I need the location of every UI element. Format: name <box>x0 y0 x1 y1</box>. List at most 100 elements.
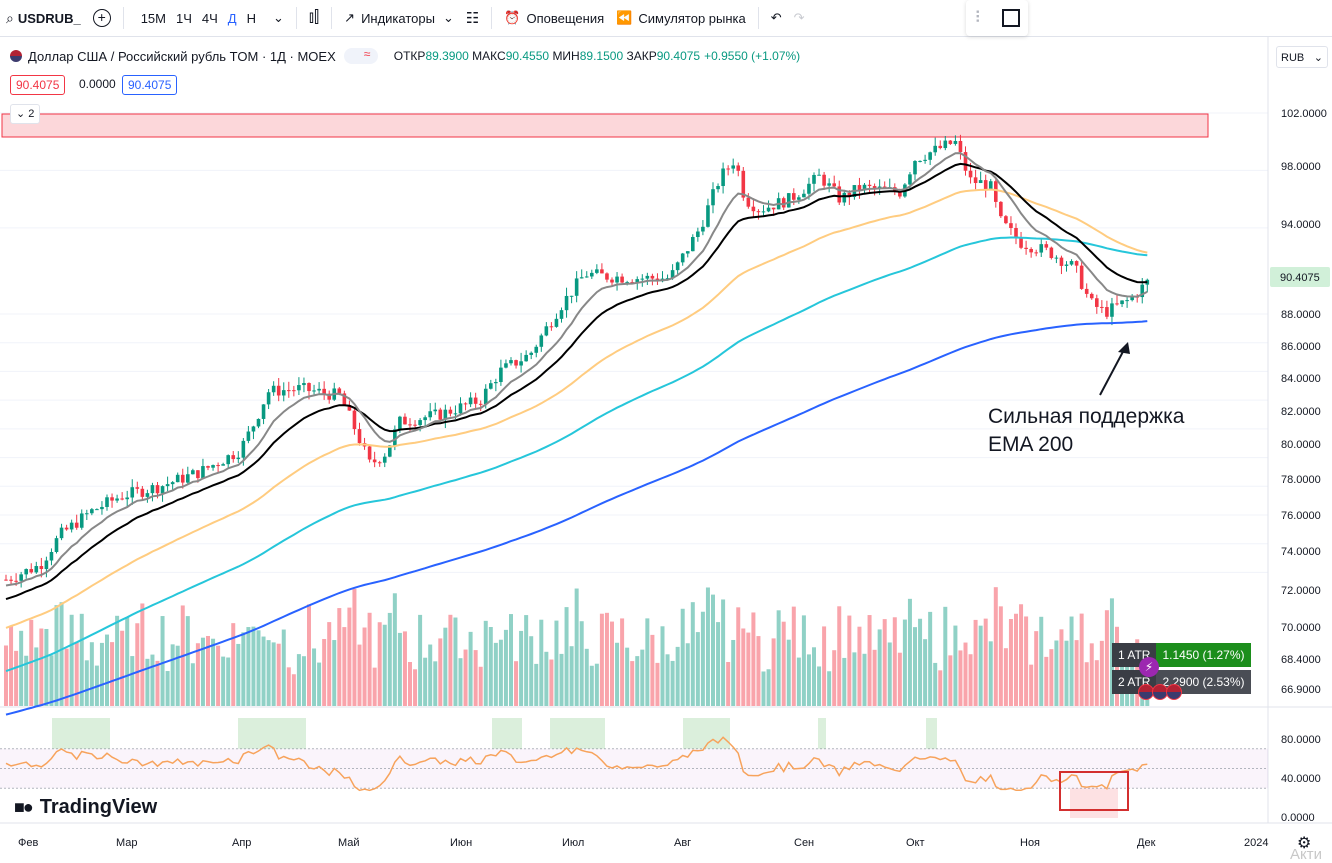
candle-body <box>918 160 922 162</box>
candle-body <box>281 390 286 396</box>
symbol-title[interactable]: Доллар США / Российский рубль TOM · 1Д ·… <box>28 48 336 64</box>
candle-body <box>569 295 574 297</box>
volume-bar <box>317 662 322 706</box>
volume-bar <box>705 587 710 706</box>
volume-bar <box>130 656 135 706</box>
volume-bar <box>655 662 660 706</box>
volume-bar <box>120 630 125 706</box>
replay-button[interactable]: ⏪ Симулятор рынка <box>610 0 752 36</box>
indicators-button[interactable]: ↗ Индикаторы ⌄ <box>338 0 460 36</box>
timeframe-0[interactable]: 15М <box>140 10 166 26</box>
settings-icon[interactable]: ⚙ <box>1297 835 1312 852</box>
rsi-overbought-zone <box>818 718 826 749</box>
candle-body <box>595 269 599 273</box>
volume-bar <box>155 660 160 706</box>
last-price-label: 90.4075 <box>1280 272 1320 284</box>
time-axis-label: Окт <box>906 837 925 849</box>
volume-bar <box>711 594 715 706</box>
volume-bar <box>519 630 524 706</box>
currency-label: RUB <box>1281 52 1305 64</box>
lightning-icon[interactable]: ⚡ <box>1139 657 1159 677</box>
change-value: +0.9550 (+1.07%) <box>704 49 801 63</box>
price-axis-label: 72.0000 <box>1281 585 1321 597</box>
candle-body <box>100 506 104 510</box>
tv-logo-icon: ■● <box>14 797 34 817</box>
chart-type-button[interactable]: ⫾⫿ <box>303 0 325 36</box>
volume-bar <box>1014 613 1018 706</box>
ema-200-line <box>5 320 1148 716</box>
last-price-tag[interactable] <box>1270 267 1330 287</box>
timeframe-dropdown[interactable]: ⌄ <box>267 0 290 36</box>
timeframe-4[interactable]: Н <box>246 10 256 26</box>
volume-bar <box>923 639 928 706</box>
volume-bar <box>983 618 988 706</box>
event-flag-icon[interactable] <box>1166 684 1182 700</box>
candle-body <box>862 184 867 191</box>
ema-20-line <box>5 162 1148 601</box>
candle-body <box>958 140 963 153</box>
symbol-search[interactable]: ⌕ USDRUB_ <box>0 0 87 36</box>
volume-bar <box>559 653 564 706</box>
volume-bar <box>367 612 372 706</box>
annotation-text: EMA 200 <box>988 433 1073 456</box>
volume-bar <box>695 632 700 706</box>
candle-body <box>994 181 998 202</box>
highlight-box[interactable] <box>1059 771 1129 811</box>
resistance-zone[interactable] <box>1 113 1209 138</box>
volume-bar <box>564 607 569 706</box>
compare-button[interactable]: + <box>87 0 117 36</box>
volume-bar <box>1104 610 1109 706</box>
candle-body <box>1105 307 1109 317</box>
volume-bar <box>251 626 256 706</box>
timeframe-2[interactable]: 4Ч <box>201 10 218 26</box>
annotation-text: Сильная поддержка <box>988 405 1185 428</box>
candle-body <box>352 410 357 430</box>
undo-button[interactable]: ↶ <box>765 0 788 36</box>
timeframe-3[interactable]: Д <box>227 10 237 26</box>
collapsed-indicators[interactable]: ⌄ 2 <box>10 104 41 124</box>
candle-body <box>1029 248 1033 253</box>
volume-bar <box>867 615 872 706</box>
toggle-icon: ≈ <box>363 47 371 61</box>
candle-body <box>867 184 872 187</box>
candle-body <box>1039 244 1044 253</box>
close-value: 90.4075 <box>656 49 701 63</box>
candle-body <box>302 383 306 386</box>
candle-body <box>1089 293 1094 299</box>
candle-body <box>180 474 185 483</box>
rectangle-tool-icon[interactable] <box>1001 9 1020 27</box>
timeframe-1[interactable]: 1Ч <box>175 10 192 26</box>
alerts-button[interactable]: ⏰ Оповещения <box>498 0 610 36</box>
price-axis-label: 86.0000 <box>1281 341 1321 353</box>
ask-box[interactable]: 90.4075 <box>122 75 178 95</box>
volume-bar <box>948 655 953 706</box>
price-chart[interactable]: 102.0000 98.0000 94.0000 88.0000 86.0000 84.0… <box>0 37 1332 862</box>
flag-icon <box>10 50 22 62</box>
candle-body <box>938 145 943 149</box>
drag-handle-icon[interactable]: ⠇ <box>974 10 986 27</box>
visibility-toggle[interactable]: ≈ <box>343 47 378 64</box>
volume-bar <box>1084 662 1089 706</box>
candle-body <box>226 455 230 465</box>
candle-body <box>74 522 79 528</box>
price-axis-label: 70.0000 <box>1281 622 1321 634</box>
candle-body <box>473 397 478 404</box>
chevron-down-icon: ⌄ <box>273 10 284 25</box>
volume-bar <box>150 654 155 706</box>
candle-body <box>251 426 256 432</box>
currency-selector[interactable]: RUB ⌄ <box>1276 46 1328 68</box>
bid-box[interactable]: 90.4075 <box>10 75 66 95</box>
tradingview-logo[interactable]: ■● TradingView <box>14 796 157 819</box>
volume-bar <box>185 616 190 706</box>
volume-bar <box>892 617 897 706</box>
volume-bar <box>211 638 216 706</box>
redo-button[interactable]: ↷ <box>788 0 811 36</box>
volume-bar <box>332 640 337 706</box>
volume-bar <box>216 645 221 706</box>
templates-button[interactable]: ☷ <box>460 0 485 36</box>
candle-body <box>79 513 84 528</box>
candle-body <box>1100 306 1104 308</box>
volume-bar <box>14 650 19 706</box>
volume-bar <box>195 643 200 706</box>
candle-body <box>519 361 523 366</box>
